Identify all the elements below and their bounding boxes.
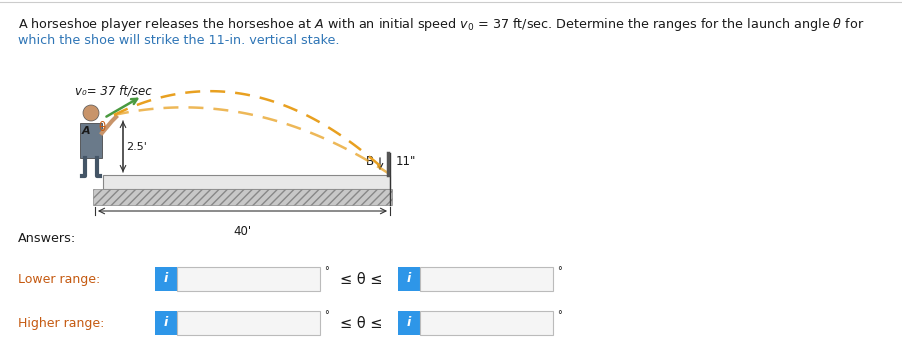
Text: 40': 40' [234, 225, 252, 238]
Text: i: i [163, 316, 168, 330]
Bar [398, 311, 419, 335]
Text: Answers:: Answers: [18, 232, 76, 245]
Text: Higher range:: Higher range: [18, 316, 105, 330]
Bar [419, 311, 552, 335]
Text: ≤ θ ≤: ≤ θ ≤ [340, 315, 382, 330]
Text: i: i [407, 272, 410, 286]
Bar [80, 123, 102, 158]
Circle shape [83, 105, 99, 121]
Text: v₀= 37 ft/sec: v₀= 37 ft/sec [75, 84, 152, 97]
Text: θ: θ [98, 121, 105, 134]
Bar [419, 267, 552, 291]
Bar [177, 311, 319, 335]
Text: 11": 11" [396, 155, 416, 168]
Bar [155, 267, 177, 291]
Text: A horseshoe player releases the horseshoe at $\mathit{A}$ with an initial speed : A horseshoe player releases the horsesho… [18, 16, 863, 33]
Text: °: ° [324, 266, 328, 276]
Bar [398, 267, 419, 291]
Text: 2.5': 2.5' [126, 141, 147, 152]
Text: Lower range:: Lower range: [18, 272, 100, 286]
Text: i: i [407, 316, 410, 330]
Text: °: ° [324, 310, 328, 320]
Text: A: A [82, 126, 90, 136]
Text: ≤ θ ≤: ≤ θ ≤ [340, 272, 382, 287]
Bar [93, 189, 391, 205]
Text: °: ° [557, 266, 561, 276]
Bar [103, 175, 390, 189]
Bar [155, 311, 177, 335]
Text: which the shoe will strike the 11-in. vertical stake.: which the shoe will strike the 11-in. ve… [18, 34, 339, 47]
Text: i: i [163, 272, 168, 286]
Bar [177, 267, 319, 291]
Text: B: B [365, 155, 373, 168]
Text: °: ° [557, 310, 561, 320]
